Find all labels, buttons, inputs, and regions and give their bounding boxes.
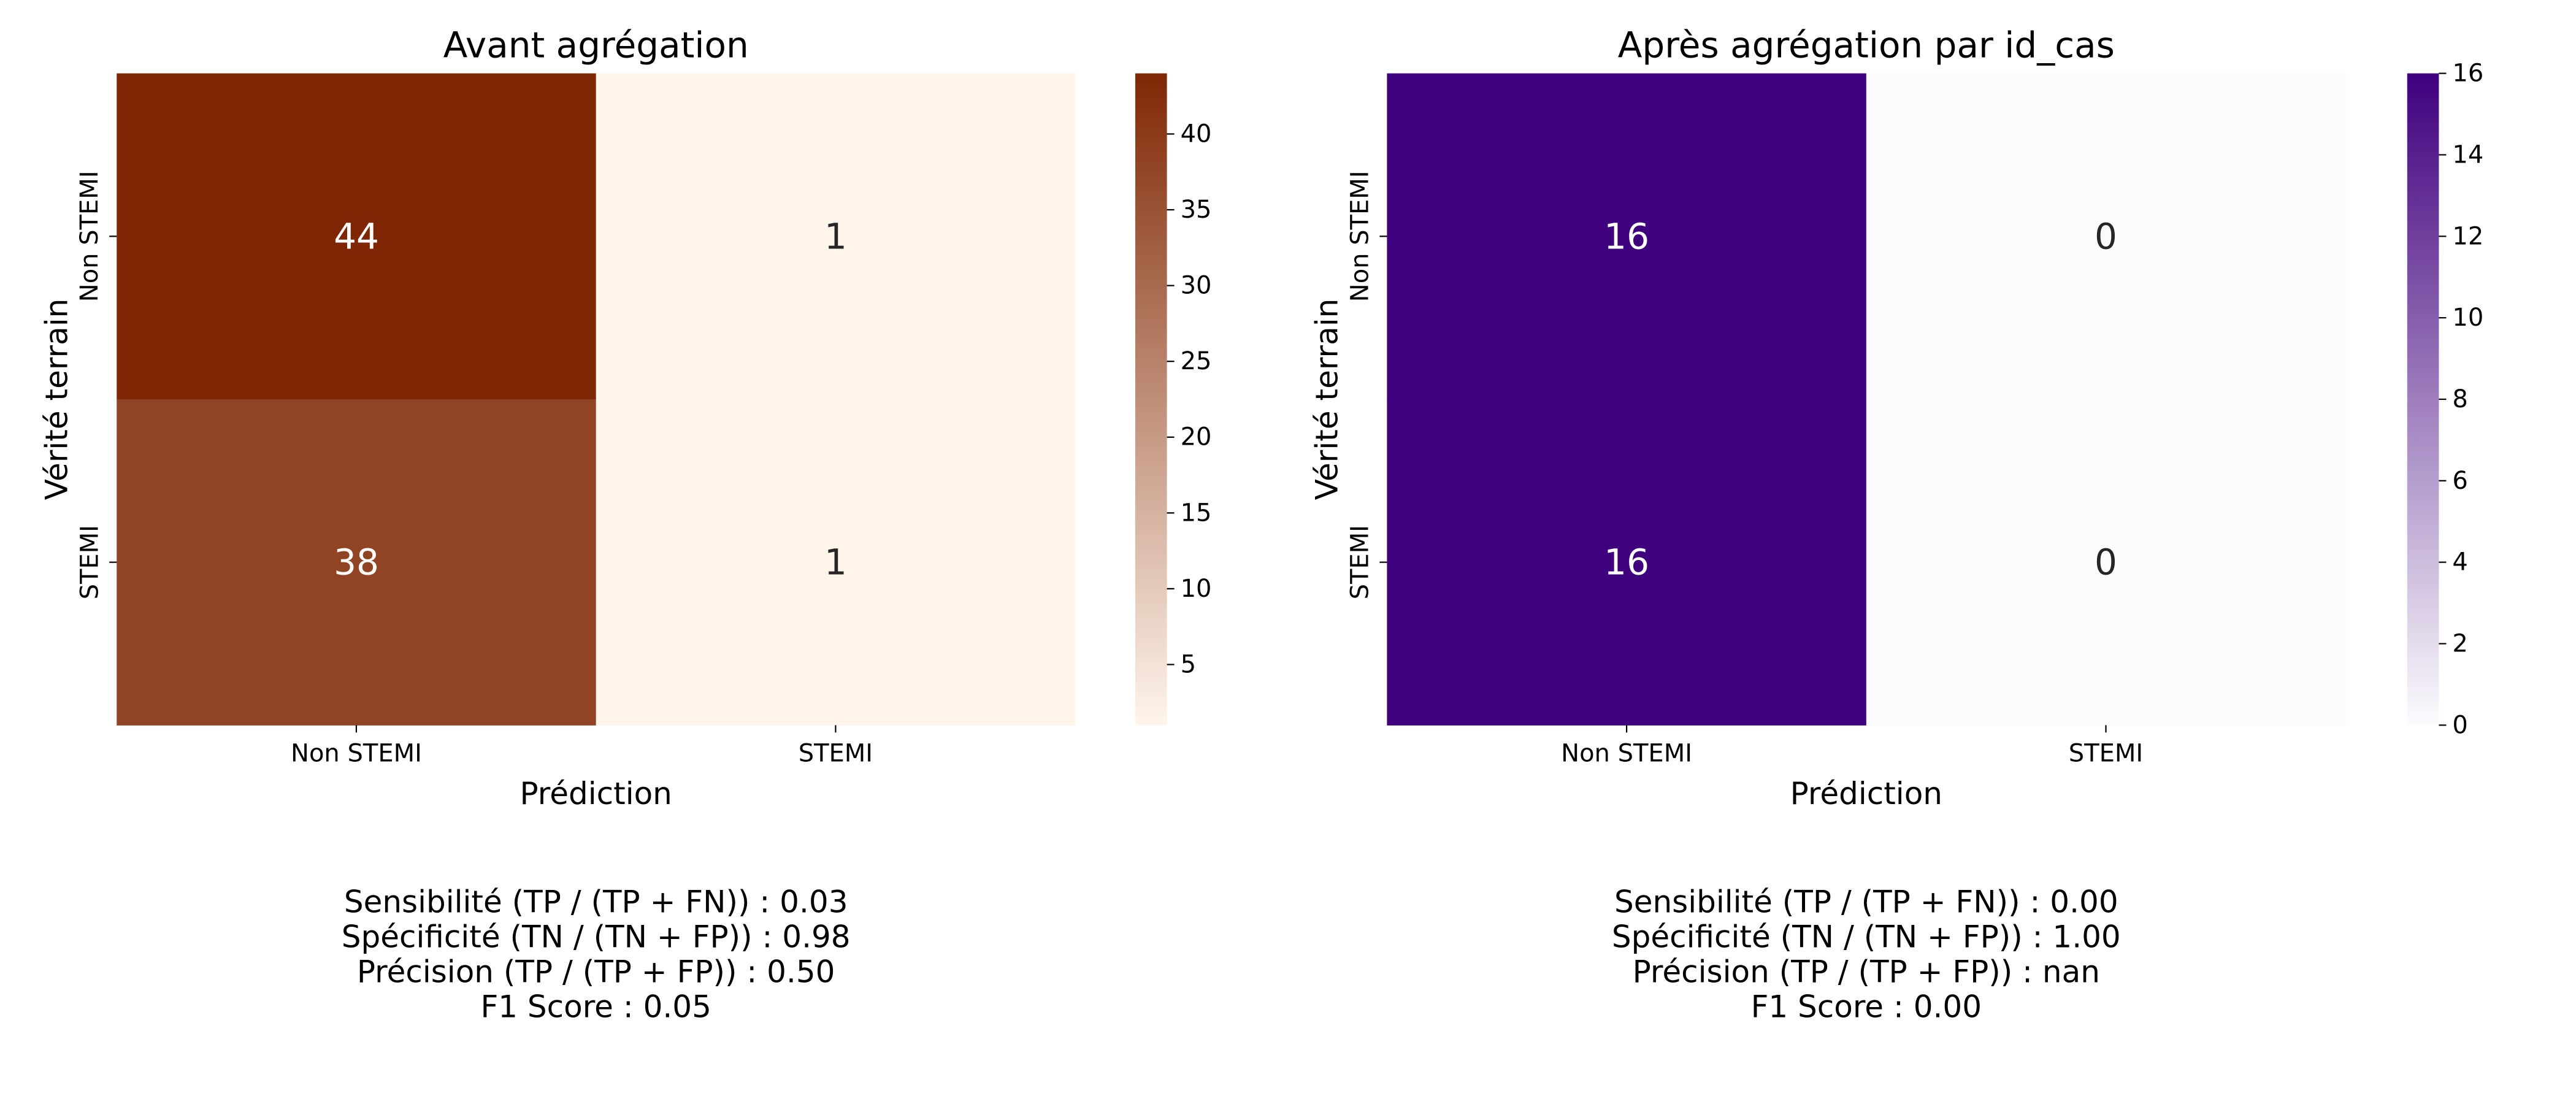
colorbar-tick-label: 12	[2452, 222, 2483, 250]
x-axis-label: Prédiction	[1790, 776, 1942, 811]
cell-value: 1	[824, 542, 847, 583]
colorbar-tick-label: 10	[2452, 304, 2483, 332]
colorbar-tick-label: 35	[1181, 196, 1212, 224]
colorbar-tick-label: 0	[2452, 711, 2467, 739]
metric-line: Précision (TP / (TP + FP)) : 0.50	[357, 954, 835, 990]
metric-line: Précision (TP / (TP + FP)) : nan	[1633, 954, 2100, 990]
heatmap-cell	[117, 73, 597, 400]
colorbar-tick-label: 5	[1181, 650, 1196, 678]
y-axis-label: Vérité terrain	[39, 299, 74, 500]
heatmap-cell	[1866, 399, 2346, 726]
colorbar-tick-label: 30	[1181, 272, 1212, 300]
colorbar	[1135, 73, 1167, 726]
x-tick-label: STEMI	[2069, 740, 2143, 768]
confusion-matrix-after: 16 0 16 0 Après agrégation par id_cas Non STE…	[1309, 24, 2484, 1024]
colorbar-tick-label: 16	[2452, 59, 2483, 88]
cell-value: 38	[334, 542, 379, 583]
y-tick-label: STEMI	[1346, 525, 1374, 599]
metric-line: F1 Score : 0.05	[480, 989, 711, 1025]
cell-value: 44	[334, 215, 379, 257]
x-tick-label: STEMI	[799, 740, 873, 768]
cell-value: 16	[1604, 542, 1649, 583]
metric-line: F1 Score : 0.00	[1751, 989, 1982, 1025]
colorbar	[2407, 73, 2439, 726]
y-tick-label: Non STEMI	[1346, 171, 1374, 302]
colorbar-tick-label: 6	[2452, 467, 2467, 495]
y-axis-label: Vérité terrain	[1309, 299, 1345, 500]
chart-title: Avant agrégation	[443, 24, 749, 66]
colorbar-tick-label: 14	[2452, 140, 2483, 169]
heatmap-cell	[1387, 73, 1867, 400]
x-tick-label: Non STEMI	[291, 740, 422, 768]
heatmap-cell	[117, 399, 597, 726]
colorbar-tick-label: 2	[2452, 629, 2467, 657]
heatmap-cell	[596, 73, 1076, 400]
chart-title: Après agrégation par id_cas	[1618, 24, 2115, 66]
metric-line: Sensibilité (TP / (TP + FN)) : 0.00	[1614, 884, 2118, 919]
heatmap-cell	[1387, 399, 1867, 726]
y-tick-label: Non STEMI	[75, 171, 104, 302]
heatmap-cell	[1866, 73, 2346, 400]
metric-line: Sensibilité (TP / (TP + FN)) : 0.03	[344, 884, 848, 919]
colorbar-tick-label: 8	[2452, 385, 2467, 413]
x-axis-label: Prédiction	[519, 776, 672, 811]
cell-value: 0	[2095, 215, 2117, 257]
colorbar-tick-label: 40	[1181, 120, 1212, 148]
colorbar-tick-label: 15	[1181, 499, 1212, 527]
metric-line: Spécificité (TN / (TN + FP)) : 0.98	[342, 919, 851, 955]
colorbar-tick-label: 25	[1181, 347, 1212, 375]
colorbar-tick-label: 10	[1181, 575, 1212, 603]
colorbar-tick-label: 20	[1181, 423, 1212, 451]
y-tick-label: STEMI	[75, 525, 104, 599]
colorbar-tick-label: 4	[2452, 548, 2467, 577]
cell-value: 0	[2095, 542, 2117, 583]
metric-line: Spécificité (TN / (TN + FP)) : 1.00	[1612, 919, 2121, 955]
cell-value: 16	[1604, 215, 1649, 257]
heatmap-cell	[596, 399, 1076, 726]
cell-value: 1	[824, 215, 847, 257]
x-tick-label: Non STEMI	[1561, 740, 1692, 768]
confusion-matrix-before: 44 1 38 1 Avant agrégation Non STEMI STEMI Préd…	[39, 24, 1211, 1024]
